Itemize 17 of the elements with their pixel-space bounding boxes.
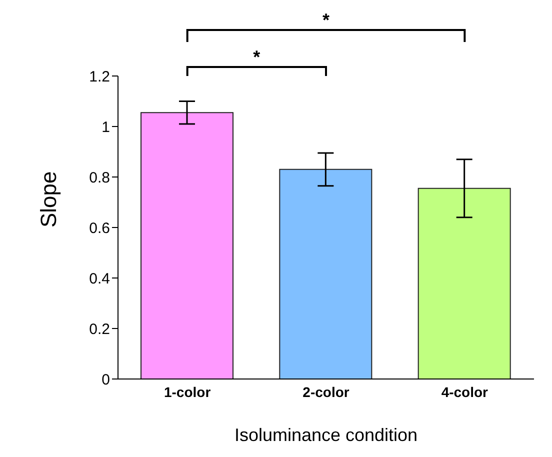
bar	[418, 188, 511, 379]
x-axis-title: Isoluminance condition	[234, 425, 418, 445]
y-tick-label: 1	[102, 118, 110, 136]
x-tick-label: 4-color	[441, 384, 489, 400]
y-tick-label: 0.8	[89, 169, 110, 186]
x-tick-label: 2-color	[302, 384, 350, 400]
y-tick-label: 0	[102, 371, 110, 388]
y-tick-label: 0.2	[89, 320, 110, 338]
text: *	[322, 10, 330, 30]
bar	[279, 168, 372, 379]
bar	[140, 112, 234, 379]
y-tick-label: 0.4	[89, 270, 110, 288]
y-tick-label: 1.2	[89, 68, 110, 86]
text: *	[253, 47, 260, 67]
y-tick-label: 0.6	[89, 220, 110, 237]
y-axis-title: Slope	[36, 171, 61, 228]
x-tick-label: 1-color	[164, 384, 212, 400]
